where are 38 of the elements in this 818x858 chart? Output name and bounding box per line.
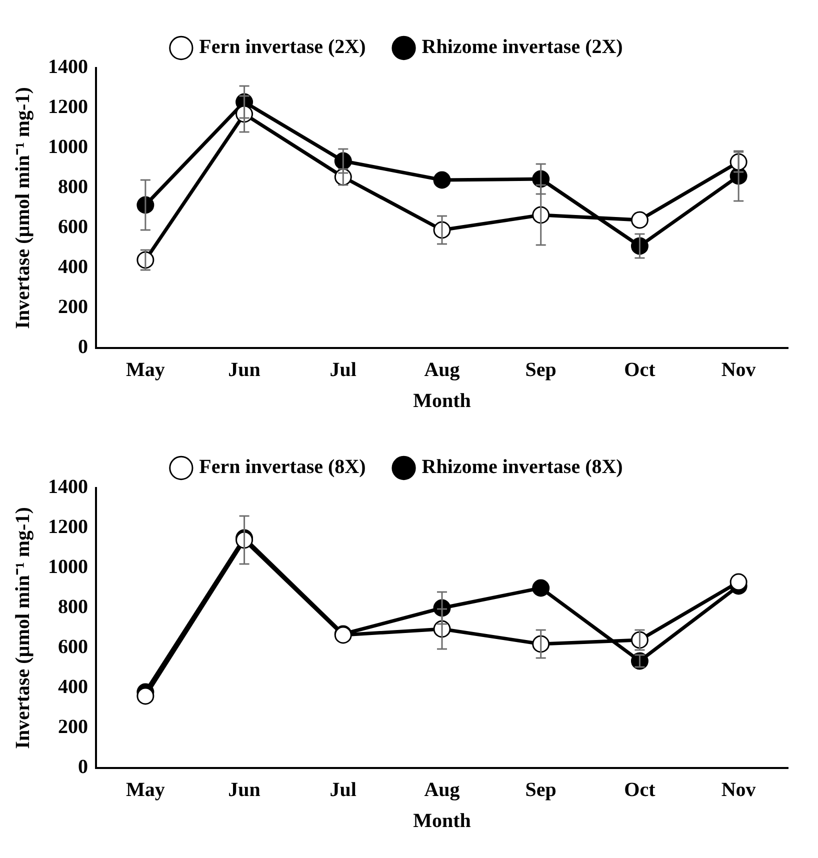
y-tick-label: 1000 xyxy=(48,556,88,578)
y-tick-label: 1200 xyxy=(48,96,88,118)
y-tick-label: 0 xyxy=(78,336,88,358)
y-tick-label: 400 xyxy=(58,256,88,278)
y-tick-label: 1400 xyxy=(48,476,88,498)
x-tick-label: Oct xyxy=(624,359,656,382)
legend-label: Rhizome invertase (2X) xyxy=(422,36,623,58)
x-tick-label: Jul xyxy=(330,359,357,382)
x-tick-label: Sep xyxy=(525,779,556,802)
y-tick-label: 1400 xyxy=(48,56,88,78)
x-axis-title: Month xyxy=(413,810,471,832)
x-tick-label: Nov xyxy=(721,359,756,382)
y-axis-title: Invertase (µmol min⁻¹ mg-1) xyxy=(12,87,34,329)
y-tick-label: 400 xyxy=(58,676,88,698)
y-tick-label: 200 xyxy=(58,716,88,738)
x-tick-label: Jul xyxy=(330,779,357,802)
y-tick-label: 0 xyxy=(78,756,88,778)
x-tick-label: Sep xyxy=(525,359,556,382)
y-tick-label: 1000 xyxy=(48,136,88,158)
y-tick-label: 800 xyxy=(58,176,88,198)
x-tick-label: Oct xyxy=(624,779,656,802)
y-tick-label: 800 xyxy=(58,596,88,618)
x-tick-label: May xyxy=(126,359,165,382)
y-tick-label: 600 xyxy=(58,636,88,658)
y-axis-title: Invertase (µmol min⁻¹ mg-1) xyxy=(12,507,34,749)
x-tick-label: Jun xyxy=(228,359,260,382)
x-tick-label: Nov xyxy=(721,779,756,802)
y-tick-label: 600 xyxy=(58,216,88,238)
x-tick-label: Aug xyxy=(424,359,460,382)
y-tick-label: 200 xyxy=(58,296,88,318)
legend-label: Rhizome invertase (8X) xyxy=(422,456,623,478)
x-tick-label: Jun xyxy=(228,779,260,802)
y-tick-label: 1200 xyxy=(48,516,88,538)
x-tick-label: May xyxy=(126,779,165,802)
x-axis-title: Month xyxy=(413,390,471,412)
legend-label: Fern invertase (8X) xyxy=(199,456,366,478)
legend-label: Fern invertase (2X) xyxy=(199,36,366,58)
x-tick-label: Aug xyxy=(424,779,460,802)
